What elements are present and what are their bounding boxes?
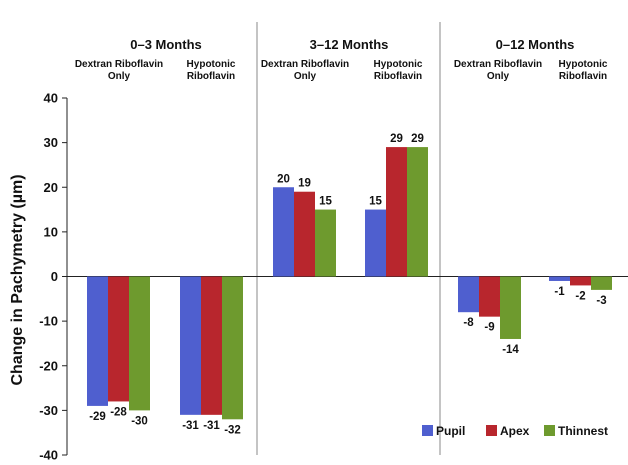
- bar-pupil: [458, 276, 479, 313]
- bars: [87, 147, 612, 420]
- group-label: Dextran Riboflavin: [75, 59, 163, 70]
- y-tick-label: 10: [44, 224, 58, 239]
- legend-label-apex: Apex: [500, 424, 530, 438]
- group-label: Dextran Riboflavin: [454, 59, 542, 70]
- data-label: 19: [298, 178, 311, 190]
- data-label: -14: [502, 344, 519, 356]
- bar-apex: [570, 276, 591, 286]
- y-tick-label: -10: [39, 314, 58, 329]
- y-axis-label: Change in Pachymetry (µm): [9, 174, 26, 385]
- legend-swatch-apex: [486, 425, 497, 436]
- legend-label-pupil: Pupil: [436, 424, 465, 438]
- legend: Pupil Apex Thinnest: [422, 424, 608, 438]
- bar-thinnest: [407, 147, 428, 277]
- bar-thinnest: [129, 276, 150, 411]
- bar-apex: [386, 147, 407, 277]
- data-label: -32: [224, 424, 241, 436]
- group-label: Hypotonic: [374, 59, 423, 70]
- period-title: 0–3 Months: [130, 37, 202, 52]
- data-label: -2: [575, 290, 585, 302]
- bar-pupil: [365, 209, 386, 277]
- bar-apex: [201, 276, 222, 415]
- legend-swatch-thinnest: [544, 425, 555, 436]
- group-label: Only: [108, 71, 131, 82]
- data-label: -31: [203, 420, 220, 432]
- data-label: 15: [369, 196, 382, 208]
- y-tick-label: -30: [39, 403, 58, 418]
- bar-thinnest: [500, 276, 521, 339]
- bar-thinnest: [222, 276, 243, 420]
- y-axis: 40 30 20 10 0 -10 -20 -30 -40: [39, 91, 628, 463]
- data-label: -8: [463, 317, 474, 329]
- data-label: 15: [319, 196, 332, 208]
- group-label: Only: [294, 71, 317, 82]
- group-label: Riboflavin: [559, 71, 607, 82]
- y-tick-label: -20: [39, 358, 58, 373]
- y-tick-label: 20: [44, 180, 58, 195]
- data-label: -3: [596, 295, 606, 307]
- data-label: -1: [554, 286, 565, 298]
- legend-label-thinnest: Thinnest: [558, 424, 608, 438]
- y-tick-label: 0: [51, 269, 58, 284]
- bar-pupil: [549, 276, 570, 281]
- data-label: -30: [131, 415, 148, 427]
- group-label: Dextran Riboflavin: [261, 59, 349, 70]
- bar-pupil: [180, 276, 201, 415]
- data-label: 29: [411, 133, 424, 145]
- y-tick-label: 30: [44, 135, 58, 150]
- bar-apex: [294, 191, 315, 277]
- y-tick-label: 40: [44, 91, 58, 106]
- bar-pupil: [273, 187, 294, 277]
- data-label: -31: [182, 420, 199, 432]
- data-label: 29: [390, 133, 403, 145]
- y-tick-label: -40: [39, 448, 58, 463]
- period-dividers: [256, 22, 441, 455]
- bar-apex: [479, 276, 500, 317]
- period-title: 3–12 Months: [310, 37, 389, 52]
- group-label: Only: [487, 71, 510, 82]
- bar-apex: [108, 276, 129, 402]
- group-label: Riboflavin: [187, 71, 235, 82]
- data-label: -29: [89, 411, 106, 423]
- bar-thinnest: [591, 276, 612, 290]
- data-label: -9: [484, 322, 494, 334]
- bar-pupil: [87, 276, 108, 406]
- group-label: Hypotonic: [187, 59, 236, 70]
- group-label: Riboflavin: [374, 71, 422, 82]
- data-label: -28: [110, 406, 127, 418]
- bar-thinnest: [315, 209, 336, 277]
- data-label: 20: [277, 173, 290, 185]
- period-title: 0–12 Months: [496, 37, 575, 52]
- legend-swatch-pupil: [422, 425, 433, 436]
- group-label: Hypotonic: [559, 59, 608, 70]
